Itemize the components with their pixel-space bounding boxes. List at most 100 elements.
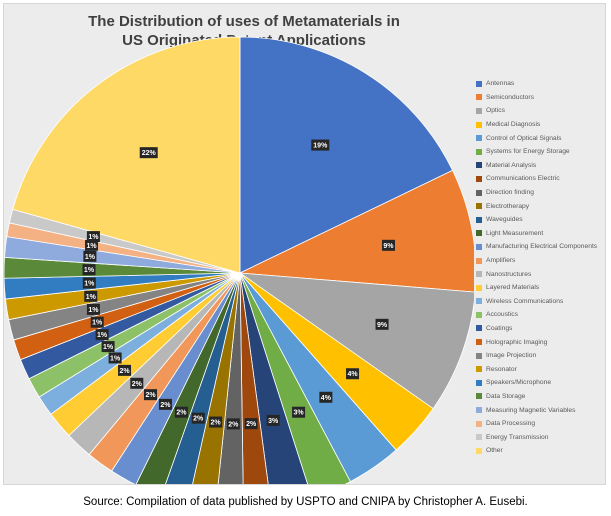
legend-swatch [476, 366, 482, 373]
data-label-systems-for-energy-storage: 3% [292, 406, 306, 418]
legend-swatch [476, 311, 482, 318]
legend-entry-semiconductors: Semiconductors [476, 91, 606, 105]
legend-entry-control-of-optical-signals: Control of Optical Signals [476, 131, 606, 145]
svg-text:2%: 2% [160, 402, 171, 409]
data-label-semiconductors: 9% [381, 239, 395, 251]
legend-label: Optics [486, 107, 505, 115]
legend-entry-communications-electric: Communications Electric [476, 172, 606, 186]
svg-text:1%: 1% [85, 254, 96, 261]
svg-text:1%: 1% [84, 281, 95, 288]
legend-swatch [476, 420, 482, 427]
data-label-light-measurement: 2% [174, 406, 188, 418]
legend-entry-resonator: Resonator [476, 362, 606, 376]
legend-swatch [476, 284, 482, 291]
legend-entry-manufacturing-electrical-components: Manufacturing Electrical Components [476, 240, 606, 254]
legend-swatch [476, 162, 482, 169]
legend-label: Systems for Energy Storage [486, 148, 570, 156]
legend-label: Semiconductors [486, 93, 534, 101]
legend-entry-energy-transmission: Energy Transmission [476, 430, 606, 444]
legend-swatch [476, 243, 482, 250]
legend-swatch [476, 230, 482, 237]
legend-label: Antennas [486, 80, 515, 88]
svg-text:4%: 4% [321, 395, 332, 402]
svg-text:1%: 1% [86, 243, 97, 250]
legend-label: Manufacturing Electrical Components [486, 243, 598, 251]
legend-label: Amplifiers [486, 257, 516, 265]
legend-label: Medical Diagnosis [486, 121, 541, 129]
pie-chart: 19%9%9%4%4%3%3%2%2%2%2%2%2%2%2%2%1%1%1%1… [4, 36, 474, 484]
pie-slice-semiconductors [238, 169, 474, 293]
legend-label: Material Analysis [486, 161, 537, 169]
data-label-image-projection: 1% [86, 303, 100, 315]
data-label-antennas: 19% [311, 139, 330, 151]
legend-swatch [476, 257, 482, 264]
data-label-amplifiers: 2% [144, 389, 158, 401]
legend-label: Resonator [486, 365, 517, 373]
source-note: Source: Compilation of data published by… [83, 496, 528, 508]
legend-entry-amplifiers: Amplifiers [476, 254, 606, 268]
data-label-wireless-communications: 1% [108, 352, 122, 364]
legend-label: Electrotherapy [486, 202, 530, 210]
legend-label: Accoustics [486, 311, 518, 319]
chart-area: The Distribution of uses of Metamaterial… [3, 3, 606, 485]
legend-entry-direction-finding: Direction finding [476, 186, 606, 200]
svg-text:2%: 2% [132, 381, 143, 388]
svg-text:4%: 4% [347, 371, 358, 378]
legend-swatch [476, 121, 482, 128]
pie-slice-communications-electric [239, 272, 269, 484]
legend-label: Speakers/Microphone [486, 379, 552, 387]
legend-entry-data-storage: Data Storage [476, 390, 606, 404]
pie-slice-other [12, 36, 241, 274]
legend-entry-holographic-imaging: Holographic Imaging [476, 335, 606, 349]
data-label-energy-transmission: 1% [86, 231, 100, 243]
legend-swatch [476, 352, 482, 359]
svg-text:22%: 22% [142, 150, 157, 157]
data-label-electrotherapy: 2% [209, 416, 223, 428]
data-label-other: 22% [139, 147, 158, 159]
legend-label: Data Storage [486, 392, 526, 400]
legend-label: Other [486, 447, 503, 455]
legend-label: Nanostructures [486, 270, 532, 278]
data-label-holographic-imaging: 1% [90, 316, 104, 328]
legend-swatch [476, 94, 482, 101]
data-label-resonator: 1% [84, 290, 98, 302]
data-label-control-of-optical-signals: 4% [319, 391, 333, 403]
legend-entry-systems-for-energy-storage: Systems for Energy Storage [476, 145, 606, 159]
data-label-optics: 9% [375, 318, 389, 330]
data-label-data-processing: 1% [85, 239, 99, 251]
svg-text:1%: 1% [86, 294, 97, 301]
data-label-manufacturing-electrical-components: 2% [158, 398, 172, 410]
svg-text:2%: 2% [119, 368, 130, 375]
legend-entry-electrotherapy: Electrotherapy [476, 199, 606, 213]
legend-swatch [476, 107, 482, 114]
legend-swatch [476, 271, 482, 278]
legend-label: Direction finding [486, 189, 534, 197]
pie-slice-optics [238, 272, 474, 410]
legend-label: Image Projection [486, 352, 537, 360]
legend-label: Light Measurement [486, 229, 544, 237]
data-label-waveguides: 2% [191, 412, 205, 424]
svg-text:2%: 2% [193, 416, 204, 423]
svg-text:1%: 1% [103, 344, 114, 351]
svg-text:2%: 2% [228, 421, 239, 428]
legend-swatch [476, 216, 482, 223]
legend-entry-accoustics: Accoustics [476, 308, 606, 322]
svg-text:2%: 2% [176, 410, 187, 417]
legend-label: Communications Electric [486, 175, 560, 183]
legend-swatch [476, 80, 482, 87]
legend-swatch [476, 135, 482, 142]
legend-entry-waveguides: Waveguides [476, 213, 606, 227]
svg-text:3%: 3% [268, 418, 279, 425]
legend-entry-speakers-microphone: Speakers/Microphone [476, 376, 606, 390]
svg-text:1%: 1% [97, 332, 108, 339]
legend-label: Data Processing [486, 420, 536, 428]
data-label-direction-finding: 2% [226, 418, 240, 430]
legend-swatch [476, 298, 482, 305]
data-label-data-storage: 1% [82, 264, 96, 276]
svg-text:2%: 2% [246, 421, 257, 428]
legend-swatch [476, 434, 482, 441]
legend-entry-data-processing: Data Processing [476, 417, 606, 431]
legend-entry-image-projection: Image Projection [476, 349, 606, 363]
svg-text:1%: 1% [88, 234, 99, 241]
legend-entry-wireless-communications: Wireless Communications [476, 295, 606, 309]
